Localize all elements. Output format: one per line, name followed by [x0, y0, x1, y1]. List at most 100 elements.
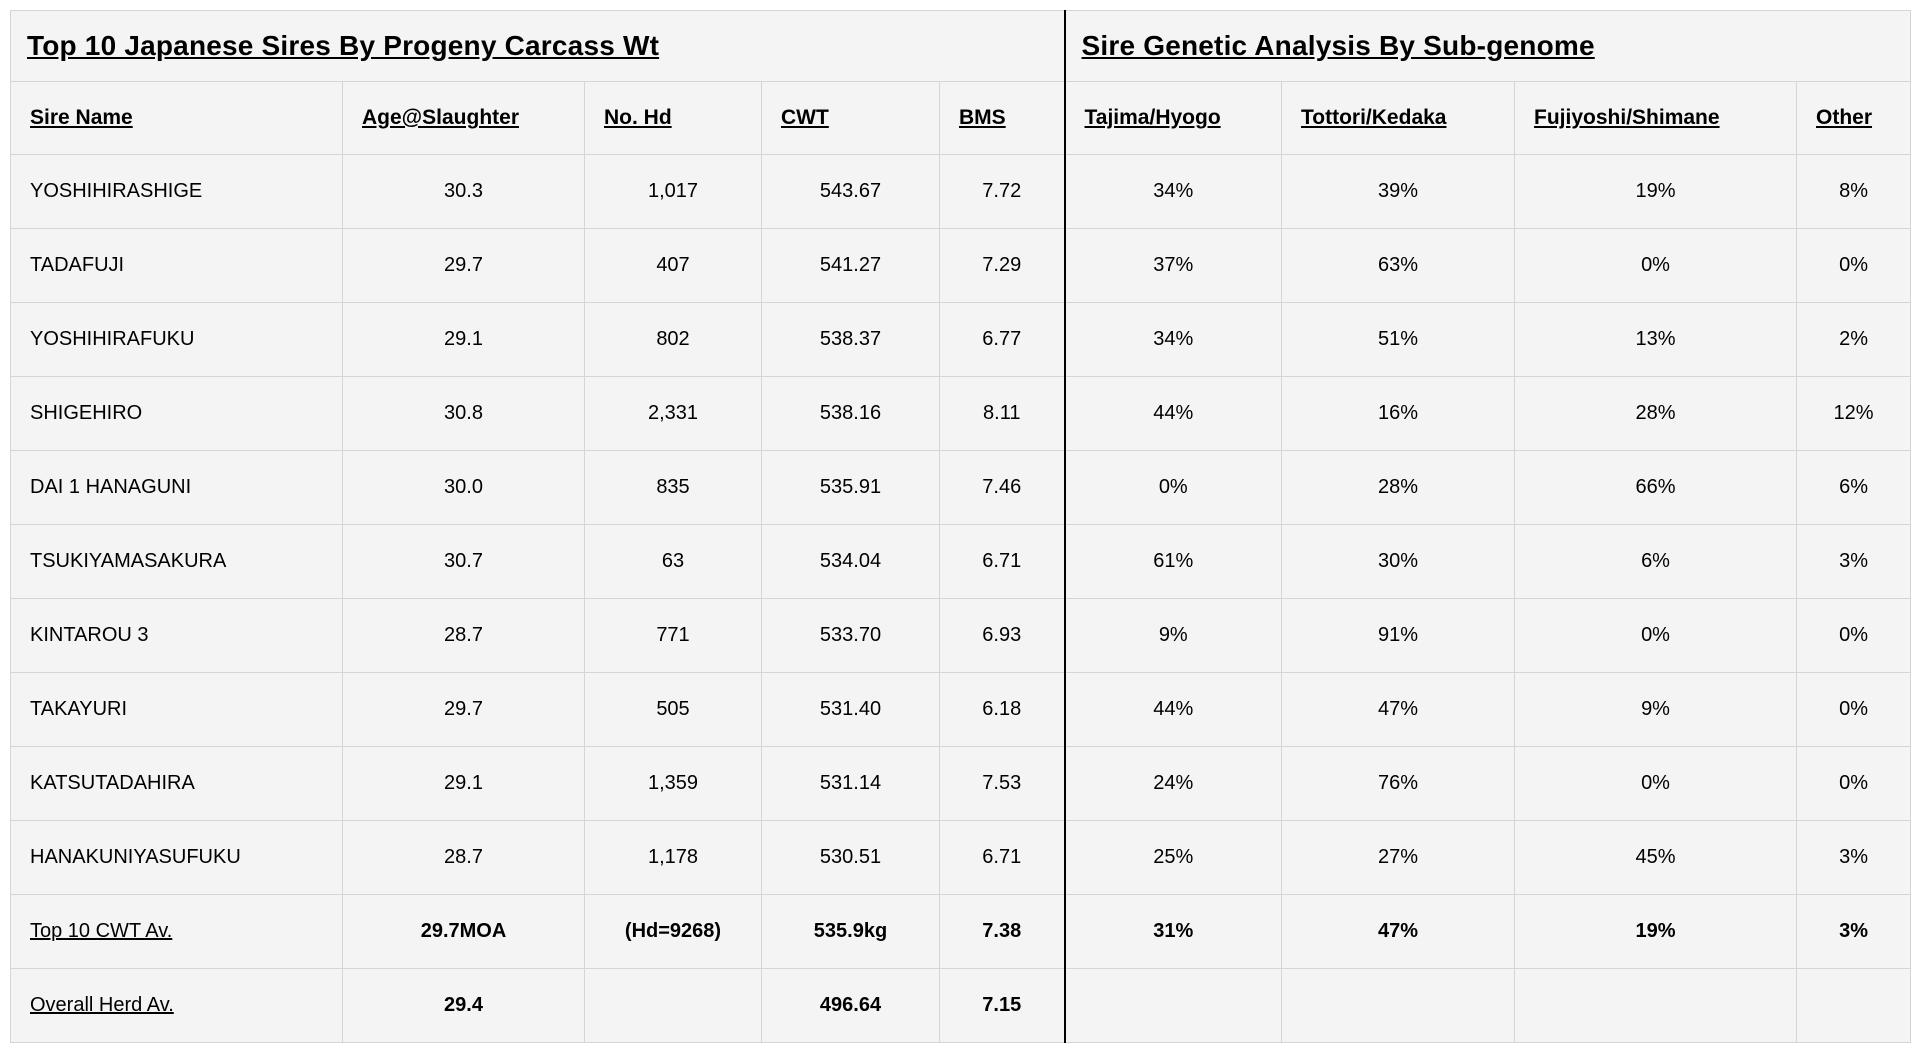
age-cell: 29.7MOA [342, 894, 585, 969]
tottori-cell: 47% [1281, 894, 1516, 969]
tottori-cell: 39% [1281, 154, 1516, 229]
bms-cell: 6.77 [938, 302, 1066, 377]
cwt-cell: 541.27 [761, 228, 940, 303]
col-header-bms: BMS [938, 81, 1066, 155]
top10-average-row: Top 10 CWT Av. 29.7MOA (Hd=9268) 535.9kg 7.3… [10, 894, 1912, 969]
sire-name-cell: KINTAROU 3 [10, 598, 343, 673]
hd-cell: (Hd=9268) [584, 894, 762, 969]
sire-name-cell: YOSHIHIRAFUKU [10, 302, 343, 377]
bms-cell: 7.46 [938, 450, 1066, 525]
tajima-cell: 44% [1063, 672, 1283, 747]
tottori-cell: 63% [1281, 228, 1516, 303]
table-row: DAI 1 HANAGUNI 30.0 835 535.91 7.46 0% 28% 66% 6… [10, 450, 1912, 525]
other-cell: 0% [1796, 672, 1912, 747]
sire-name-cell: SHIGEHIRO [10, 376, 343, 451]
sire-name-cell: TADAFUJI [10, 228, 343, 303]
cwt-cell: 538.16 [761, 376, 940, 451]
tajima-cell: 31% [1063, 894, 1283, 969]
tottori-cell: 16% [1281, 376, 1516, 451]
cwt-cell: 534.04 [761, 524, 940, 599]
right-section-title: Sire Genetic Analysis By Sub-genome [1063, 10, 1912, 82]
fujiyoshi-cell: 28% [1514, 376, 1798, 451]
left-section-title: Top 10 Japanese Sires By Progeny Carcass… [9, 10, 1066, 82]
tottori-cell: 28% [1281, 450, 1516, 525]
age-cell: 29.4 [342, 968, 585, 1043]
column-header-row: Sire Name Age@Slaughter No. Hd CWT BMS Tajima… [10, 81, 1912, 155]
fujiyoshi-cell: 13% [1514, 302, 1798, 377]
section-titles-row: Top 10 Japanese Sires By Progeny Carcass… [9, 10, 1912, 82]
age-cell: 28.7 [342, 820, 585, 895]
cwt-cell: 543.67 [761, 154, 940, 229]
sire-name-cell: TSUKIYAMASAKURA [10, 524, 343, 599]
hd-cell: 835 [584, 450, 762, 525]
tajima-cell: 9% [1063, 598, 1283, 673]
cwt-cell: 530.51 [761, 820, 940, 895]
col-header-sire-name: Sire Name [10, 81, 343, 155]
bms-cell: 8.11 [938, 376, 1066, 451]
tajima-cell: 0% [1063, 450, 1283, 525]
hd-cell: 802 [584, 302, 762, 377]
age-cell: 30.0 [342, 450, 585, 525]
hd-cell: 505 [584, 672, 762, 747]
fujiyoshi-cell: 9% [1514, 672, 1798, 747]
age-cell: 30.7 [342, 524, 585, 599]
fujiyoshi-cell: 0% [1514, 598, 1798, 673]
bms-cell: 6.18 [938, 672, 1066, 747]
col-header-other: Other [1796, 81, 1912, 155]
col-header-age-at-slaughter: Age@Slaughter [342, 81, 585, 155]
tajima-cell: 24% [1063, 746, 1283, 821]
col-header-tajima-hyogo: Tajima/Hyogo [1063, 81, 1283, 155]
other-cell: 3% [1796, 820, 1912, 895]
bms-cell: 7.38 [938, 894, 1066, 969]
hd-cell: 1,017 [584, 154, 762, 229]
cwt-cell: 531.14 [761, 746, 940, 821]
sire-data-table: Top 10 Japanese Sires By Progeny Carcass… [9, 10, 1912, 1043]
table-row: KINTAROU 3 28.7 771 533.70 6.93 9% 91% 0% 0% [10, 598, 1912, 673]
table-row: TAKAYURI 29.7 505 531.40 6.18 44% 47% 9% 0% [10, 672, 1912, 747]
cwt-cell: 538.37 [761, 302, 940, 377]
other-cell: 6% [1796, 450, 1912, 525]
other-cell: 0% [1796, 746, 1912, 821]
tajima-cell: 61% [1063, 524, 1283, 599]
hd-cell: 63 [584, 524, 762, 599]
hd-cell: 407 [584, 228, 762, 303]
sire-name-cell: HANAKUNIYASUFUKU [10, 820, 343, 895]
other-cell: 0% [1796, 598, 1912, 673]
other-cell: 12% [1796, 376, 1912, 451]
fujiyoshi-cell: 45% [1514, 820, 1798, 895]
age-cell: 29.7 [342, 228, 585, 303]
bms-cell: 6.71 [938, 524, 1066, 599]
cwt-cell: 496.64 [761, 968, 940, 1043]
fujiyoshi-cell: 0% [1514, 228, 1798, 303]
hd-cell: 771 [584, 598, 762, 673]
tajima-cell: 34% [1063, 302, 1283, 377]
hd-cell [584, 968, 762, 1043]
sire-name-cell: Overall Herd Av. [10, 968, 343, 1043]
col-header-tottori-kedaka: Tottori/Kedaka [1281, 81, 1516, 155]
cwt-cell: 535.9kg [761, 894, 940, 969]
sire-name-cell: Top 10 CWT Av. [10, 894, 343, 969]
tottori-cell: 27% [1281, 820, 1516, 895]
col-header-no-hd: No. Hd [584, 81, 762, 155]
fujiyoshi-cell: 19% [1514, 894, 1798, 969]
overall-herd-average-row: Overall Herd Av. 29.4 496.64 7.15 [10, 968, 1912, 1043]
other-cell: 0% [1796, 228, 1912, 303]
bms-cell: 7.29 [938, 228, 1066, 303]
sire-name-cell: YOSHIHIRASHIGE [10, 154, 343, 229]
fujiyoshi-cell: 6% [1514, 524, 1798, 599]
fujiyoshi-cell: 0% [1514, 746, 1798, 821]
other-cell: 8% [1796, 154, 1912, 229]
table-row: TSUKIYAMASAKURA 30.7 63 534.04 6.71 61% 30% 6% 3… [10, 524, 1912, 599]
table-row: YOSHIHIRASHIGE 30.3 1,017 543.67 7.72 34% 39% 1… [10, 154, 1912, 229]
sire-name-cell: KATSUTADAHIRA [10, 746, 343, 821]
hd-cell: 1,178 [584, 820, 762, 895]
hd-cell: 2,331 [584, 376, 762, 451]
sire-name-cell: TAKAYURI [10, 672, 343, 747]
bms-cell: 6.93 [938, 598, 1066, 673]
other-cell: 2% [1796, 302, 1912, 377]
sire-name-cell: DAI 1 HANAGUNI [10, 450, 343, 525]
fujiyoshi-cell: 66% [1514, 450, 1798, 525]
bms-cell: 6.71 [938, 820, 1066, 895]
tajima-cell [1063, 968, 1283, 1043]
